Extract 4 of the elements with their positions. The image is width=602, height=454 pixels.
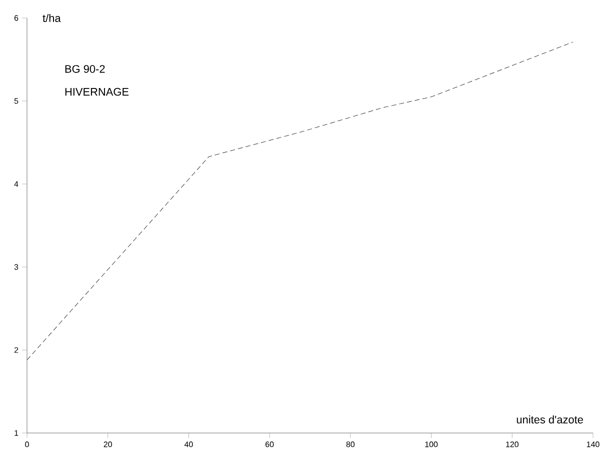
- annotation: BG 90-2: [65, 65, 105, 73]
- annotation: HIVERNAGE: [65, 88, 129, 96]
- y-axis-title: t/ha: [42, 14, 61, 22]
- x-axis-title: unites d'azote: [516, 415, 583, 424]
